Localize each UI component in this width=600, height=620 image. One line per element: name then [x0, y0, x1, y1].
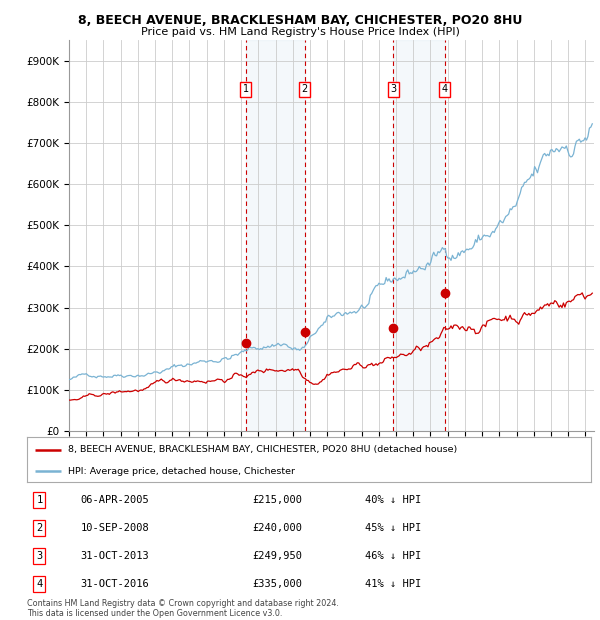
Text: 4: 4 — [36, 578, 43, 589]
Text: 8, BEECH AVENUE, BRACKLESHAM BAY, CHICHESTER, PO20 8HU (detached house): 8, BEECH AVENUE, BRACKLESHAM BAY, CHICHE… — [68, 445, 457, 454]
Text: Price paid vs. HM Land Registry's House Price Index (HPI): Price paid vs. HM Land Registry's House … — [140, 27, 460, 37]
Text: £249,950: £249,950 — [253, 551, 302, 561]
Text: 2: 2 — [36, 523, 43, 533]
Text: Contains HM Land Registry data © Crown copyright and database right 2024.
This d: Contains HM Land Registry data © Crown c… — [27, 599, 339, 618]
Text: 3: 3 — [36, 551, 43, 561]
Text: 41% ↓ HPI: 41% ↓ HPI — [365, 578, 422, 589]
Text: 1: 1 — [243, 84, 249, 94]
Text: 8, BEECH AVENUE, BRACKLESHAM BAY, CHICHESTER, PO20 8HU: 8, BEECH AVENUE, BRACKLESHAM BAY, CHICHE… — [78, 14, 522, 27]
Bar — [246, 40, 305, 431]
Text: 06-APR-2005: 06-APR-2005 — [80, 495, 149, 505]
Text: 40% ↓ HPI: 40% ↓ HPI — [365, 495, 422, 505]
Text: 1: 1 — [36, 495, 43, 505]
Text: 4: 4 — [442, 84, 448, 94]
Text: 45% ↓ HPI: 45% ↓ HPI — [365, 523, 422, 533]
Text: HPI: Average price, detached house, Chichester: HPI: Average price, detached house, Chic… — [68, 466, 295, 476]
Text: 3: 3 — [390, 84, 396, 94]
Text: £335,000: £335,000 — [253, 578, 302, 589]
Text: 46% ↓ HPI: 46% ↓ HPI — [365, 551, 422, 561]
Text: 10-SEP-2008: 10-SEP-2008 — [80, 523, 149, 533]
Text: 31-OCT-2016: 31-OCT-2016 — [80, 578, 149, 589]
Text: 2: 2 — [302, 84, 308, 94]
Text: £215,000: £215,000 — [253, 495, 302, 505]
Text: £240,000: £240,000 — [253, 523, 302, 533]
Bar — [393, 40, 445, 431]
Text: 31-OCT-2013: 31-OCT-2013 — [80, 551, 149, 561]
